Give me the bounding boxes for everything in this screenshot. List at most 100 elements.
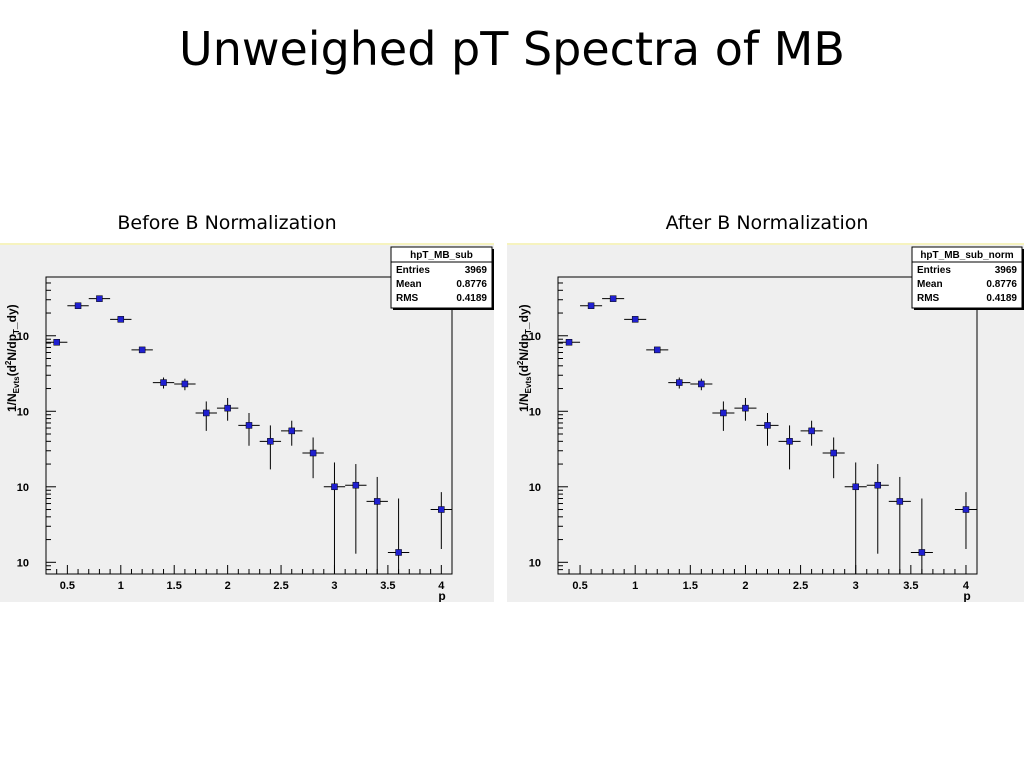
y-tick-label: 10: [529, 482, 541, 494]
stats-label: Entries: [917, 265, 951, 276]
stats-value: 0.4189: [986, 293, 1017, 304]
data-point: [302, 437, 324, 479]
point-marker: [653, 346, 661, 354]
data-point: [46, 339, 68, 346]
data-point: [558, 339, 581, 346]
point-marker: [309, 449, 317, 457]
data-point: [910, 498, 933, 574]
data-point: [778, 425, 801, 470]
x-tick-label: 0.5: [572, 580, 587, 592]
point-marker: [764, 422, 771, 429]
point-marker: [896, 498, 904, 505]
data-point: [602, 295, 625, 302]
stats-label: Entries: [396, 265, 430, 276]
y-axis-label: 1/NEvts(d2N/dpT_dy): [4, 304, 21, 412]
point-marker: [698, 380, 705, 388]
data-point: [668, 377, 691, 389]
point-marker: [96, 295, 103, 302]
point-marker: [852, 483, 859, 491]
x-tick-label: 1: [632, 580, 638, 592]
data-point: [624, 316, 647, 323]
data-point: [430, 492, 452, 550]
x-tick-label: 3: [331, 580, 337, 592]
data-point: [366, 476, 388, 574]
point-marker: [373, 498, 381, 505]
y-tick-label: 10: [529, 331, 541, 343]
data-point: [174, 378, 196, 391]
y-tick-label: 10: [17, 406, 29, 418]
point-marker: [631, 316, 639, 323]
panel-heading-after: After B Normalization: [665, 212, 869, 234]
point-marker: [742, 404, 749, 412]
point-marker: [117, 316, 125, 323]
plot-after: 0.511.522.533.54pT10-110-210-310-41/NEvt…: [516, 246, 1024, 603]
data-point: [734, 397, 757, 421]
point-marker: [331, 483, 338, 491]
point-marker: [830, 449, 837, 457]
data-point: [216, 397, 239, 421]
point-marker: [609, 295, 617, 302]
data-point: [88, 295, 111, 302]
x-tick-label: 2: [742, 580, 748, 592]
point-marker: [53, 339, 60, 346]
data-point: [195, 401, 217, 431]
point-marker: [438, 506, 445, 513]
data-point: [822, 437, 845, 479]
point-marker: [918, 549, 926, 556]
y-tick-label: 10: [17, 557, 29, 569]
point-marker: [587, 302, 595, 309]
point-marker: [267, 438, 274, 445]
stats-box: hpT_MB_sub Entries 3969 Mean 0.8776 RMS 0.4189: [390, 246, 494, 310]
point-marker: [181, 380, 189, 388]
stats-label: Mean: [917, 279, 943, 290]
y-tick-label: 10: [17, 482, 29, 494]
y-tick-label: 10: [529, 406, 541, 418]
slide-title: Unweighed pT Spectra of MB: [179, 22, 845, 76]
stats-label: Mean: [396, 279, 422, 290]
data-point: [888, 476, 911, 574]
plot-before: 0.511.522.533.54pT10-110-210-310-41/NEvt…: [4, 246, 494, 603]
data-point: [67, 302, 89, 309]
histogram-canvas-after: 0.511.522.533.54pT10-110-210-310-41/NEvt…: [507, 243, 1024, 603]
x-tick-label: 4: [963, 580, 970, 592]
data-point: [131, 346, 153, 354]
point-marker: [786, 438, 793, 445]
x-tick-label: 1.5: [683, 580, 698, 592]
stats-value: 0.8776: [986, 279, 1017, 290]
data-point: [800, 420, 823, 446]
data-point: [281, 420, 303, 446]
stats-value: 3969: [995, 265, 1018, 276]
data-point: [954, 492, 977, 550]
data-point: [387, 498, 410, 574]
x-tick-label: 1.5: [167, 580, 182, 592]
panel-heading-before: Before B Normalization: [117, 212, 337, 234]
point-marker: [962, 506, 970, 513]
point-marker: [203, 409, 210, 417]
x-tick-label: 3.5: [903, 580, 918, 592]
x-axis-label: p: [438, 589, 445, 602]
point-marker: [720, 409, 727, 417]
point-marker: [160, 379, 167, 386]
point-marker: [74, 302, 82, 309]
data-point: [712, 401, 735, 431]
y-axis-label: 1/NEvts(d2N/dpT_dy): [516, 304, 533, 412]
x-tick-label: 2.5: [273, 580, 288, 592]
x-tick-label: 0.5: [60, 580, 75, 592]
point-marker: [808, 427, 815, 435]
data-point: [323, 462, 346, 574]
data-point: [756, 412, 779, 446]
y-tick-label: 10: [17, 331, 29, 343]
x-tick-label: 3.5: [380, 580, 395, 592]
point-marker: [352, 481, 360, 489]
point-marker: [138, 346, 146, 354]
stats-box-title: hpT_MB_sub: [410, 250, 473, 261]
point-marker: [874, 481, 882, 489]
data-point: [345, 464, 367, 554]
stats-value: 0.8776: [456, 279, 487, 290]
x-tick-label: 4: [438, 580, 445, 592]
point-marker: [565, 339, 573, 346]
point-marker: [676, 379, 683, 386]
stats-label: RMS: [396, 293, 419, 304]
data-point: [580, 302, 603, 309]
x-tick-label: 2.5: [793, 580, 808, 592]
